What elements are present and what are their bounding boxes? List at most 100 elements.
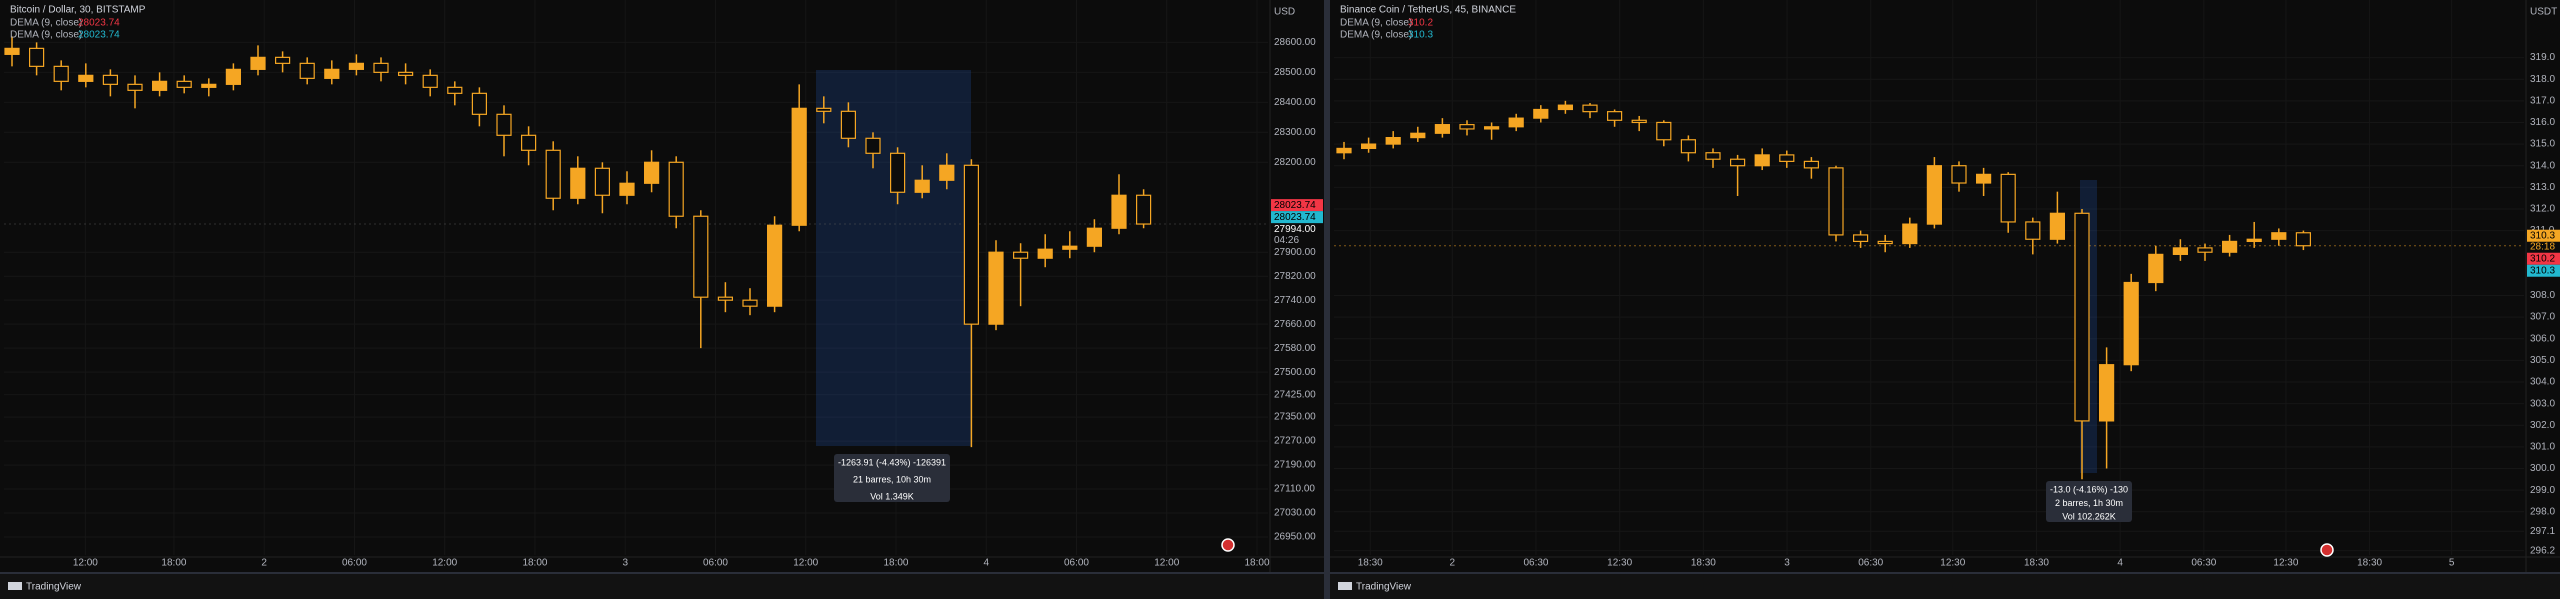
x-tick-label: 4 (2117, 558, 2123, 569)
candle-body (2172, 247, 2188, 255)
y-tick-label: 301.0 (2530, 442, 2555, 453)
x-tick-label: 18:30 (2357, 558, 2382, 569)
candle-body (496, 113, 512, 136)
y-tick-label: 298.0 (2530, 506, 2555, 517)
candle-body (299, 62, 315, 79)
candle-body (1336, 147, 1352, 154)
x-tick-label: 06:30 (2191, 558, 2216, 569)
panel-background (0, 0, 1324, 572)
candle-body (4, 47, 20, 55)
x-tick-label: 06:00 (342, 558, 367, 569)
footer-bar (0, 574, 1324, 599)
y-tick-label: 27350.00 (1274, 412, 1316, 423)
candle-body (1582, 104, 1598, 113)
y-tick-label: 28200.00 (1274, 157, 1316, 168)
x-tick-label: 06:30 (1858, 558, 1883, 569)
candle-body (1135, 194, 1152, 225)
candle-body (619, 182, 635, 196)
candle-body (1656, 121, 1672, 141)
y-tick-label: 312.0 (2530, 204, 2555, 215)
y-tick-label: 28300.00 (1274, 127, 1316, 138)
y-tick-label: 315.0 (2530, 139, 2555, 150)
candle-body (1951, 165, 1967, 184)
y-tick-label: 317.0 (2530, 95, 2555, 106)
candle-body (2074, 212, 2090, 422)
candle-body (1803, 160, 1820, 169)
y-tick-label: 297.1 (2530, 526, 2555, 537)
x-tick-label: 18:30 (1691, 558, 1716, 569)
candle-body (1754, 154, 1770, 167)
candle-body (2148, 253, 2164, 284)
x-tick-label: 06:00 (703, 558, 728, 569)
indicator-axis-label-box (1271, 199, 1323, 212)
x-tick-label: 18:30 (2024, 558, 2049, 569)
x-tick-label: 12:00 (793, 558, 818, 569)
candle-body (865, 137, 881, 154)
x-tick-label: 3 (622, 558, 628, 569)
candle-body (201, 83, 217, 88)
tv-logo (8, 582, 22, 590)
footer-bar (1330, 574, 2560, 599)
indicator-name: DEMA (9, close) (10, 30, 82, 41)
candle-body (152, 80, 168, 91)
indicator-value: 310.2 (1408, 18, 1433, 29)
indicator-axis-label: 310.3 (2530, 265, 2555, 276)
tv-logo (1338, 582, 1352, 590)
candle-body (471, 92, 487, 115)
candle-body (102, 74, 119, 85)
candle-body (1631, 119, 1647, 124)
y-tick-label: 27900.00 (1274, 247, 1316, 258)
x-tick-label: 3 (1784, 558, 1790, 569)
indicator-name: DEMA (9, close) (1340, 30, 1412, 41)
y-tick-label: 318.0 (2530, 74, 2555, 85)
candle-body (963, 164, 980, 325)
candle-body (717, 296, 734, 301)
candle-body (1852, 234, 1869, 243)
candle-body (1410, 132, 1426, 139)
x-tick-label: 4 (983, 558, 989, 569)
candle-body (742, 299, 758, 307)
candle-body (643, 161, 660, 184)
y-tick-label: 313.0 (2530, 182, 2555, 193)
y-tick-label: 296.2 (2530, 545, 2555, 556)
indicator-name: DEMA (9, close) (10, 18, 82, 29)
candle-body (668, 161, 684, 217)
y-tick-label: 27820.00 (1274, 271, 1316, 282)
candle-body (840, 110, 857, 139)
y-tick-label: 27580.00 (1274, 343, 1316, 354)
x-tick-label: 12:00 (1154, 558, 1179, 569)
measure-text: Vol 102.262K (2062, 511, 2116, 521)
candle-body (545, 149, 561, 199)
footer-brand: TradingView (1356, 582, 1412, 593)
candle-body (176, 80, 192, 88)
candle-body (1975, 173, 1992, 184)
candle-body (1062, 245, 1078, 250)
candle-body (447, 86, 463, 94)
x-tick-label: 18:00 (522, 558, 547, 569)
x-tick-label: 18:00 (161, 558, 186, 569)
currency-label: USD (1274, 7, 1295, 18)
y-tick-label: 27660.00 (1274, 319, 1316, 330)
measure-range (816, 70, 971, 446)
y-tick-label: 27425.00 (1274, 389, 1316, 400)
y-tick-label: 28600.00 (1274, 37, 1316, 48)
countdown: 28:18 (2530, 241, 2555, 252)
y-tick-label: 306.0 (2530, 333, 2555, 344)
candle-body (1779, 154, 1795, 162)
y-tick-label: 27740.00 (1274, 295, 1316, 306)
y-tick-label: 28400.00 (1274, 97, 1316, 108)
candle-body (1012, 251, 1029, 259)
x-tick-label: 2 (1450, 558, 1456, 569)
candle-body (1037, 248, 1053, 259)
indicator-value: 28023.74 (78, 30, 120, 41)
x-tick-label: 2 (261, 558, 267, 569)
candle-body (1606, 111, 1623, 121)
candle-body (1086, 227, 1103, 247)
flag-icon (2320, 543, 2334, 557)
y-tick-label: 27190.00 (1274, 460, 1316, 471)
symbol-title: Bitcoin / Dollar, 30, BITSTAMP (10, 5, 146, 16)
candle-body (2222, 240, 2238, 253)
candle-body (1902, 223, 1918, 245)
candle-body (1360, 143, 1377, 150)
